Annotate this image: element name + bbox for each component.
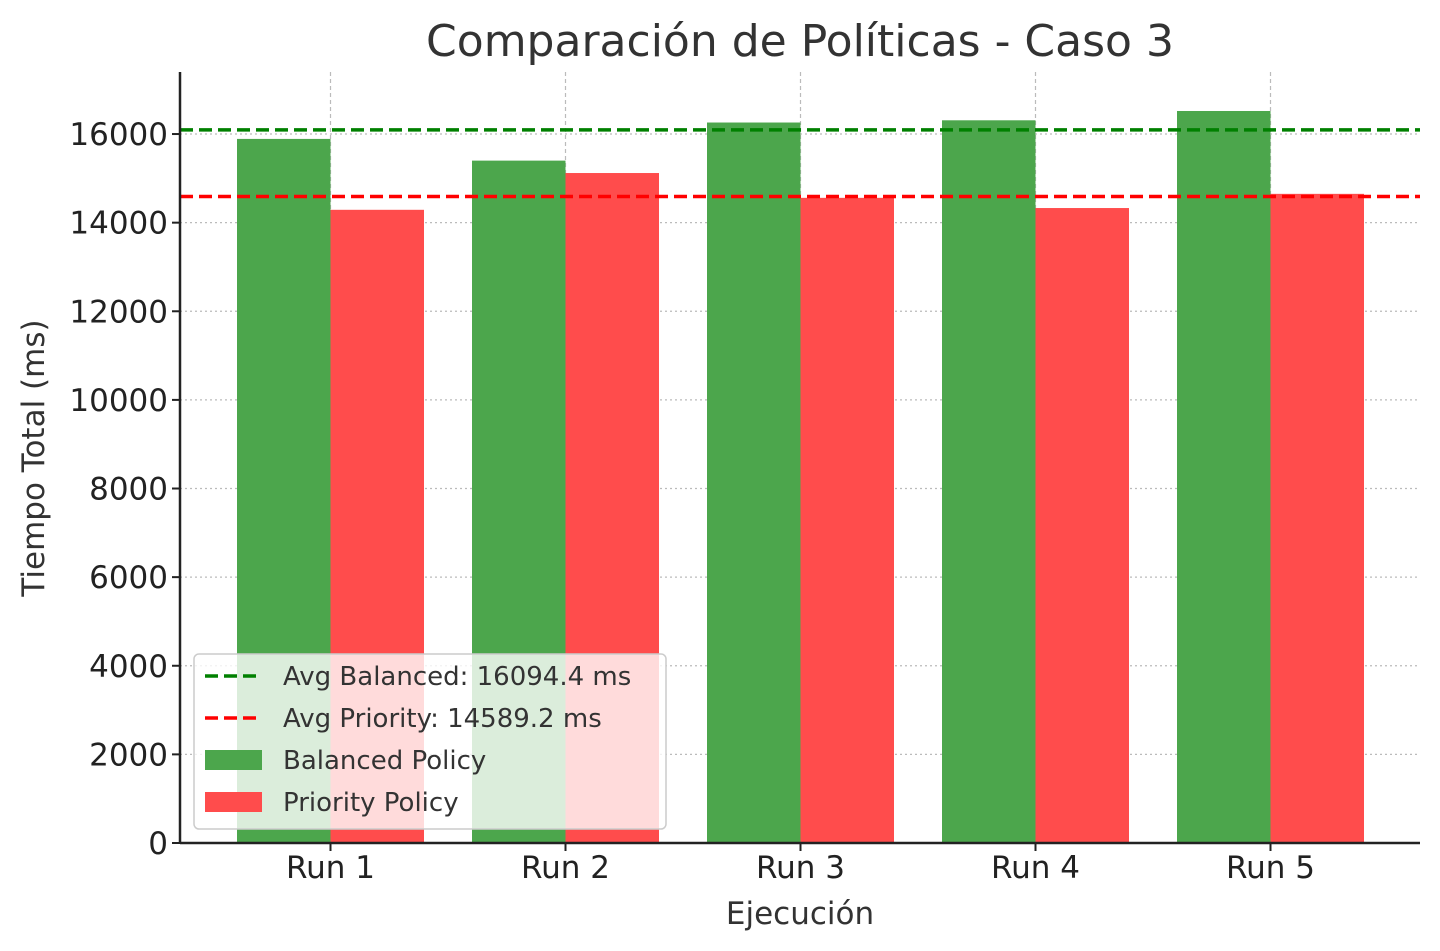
x-ticks: Run 1 Run 2 Run 3 Run 4 Run 5	[286, 843, 1315, 886]
x-tick-label: Run 3	[756, 850, 845, 886]
y-tick-label: 16000	[69, 117, 168, 153]
bar	[1035, 208, 1129, 843]
y-tick-label: 14000	[69, 206, 168, 242]
legend-box	[193, 653, 667, 830]
x-tick-label: Run 1	[286, 850, 375, 886]
y-axis-label: Tiempo Total (ms)	[16, 319, 52, 597]
x-tick-label: Run 4	[991, 850, 1080, 886]
reference-lines	[180, 128, 1420, 199]
legend-label: Avg Balanced: 16094.4 ms	[283, 662, 631, 692]
y-tick-label: 0	[148, 826, 168, 862]
bar	[942, 120, 1036, 843]
bar	[1270, 193, 1364, 843]
bar	[800, 197, 894, 844]
bar	[1177, 110, 1271, 843]
legend-patch-swatch	[205, 792, 262, 812]
y-ticks: 0 2000 4000 6000 8000 10000 12000 14000 16000	[69, 117, 180, 862]
bar	[707, 122, 801, 843]
chart-title: Comparación de Políticas - Caso 3	[426, 16, 1174, 67]
y-tick-label: 10000	[69, 383, 168, 419]
legend-patch-swatch	[205, 750, 262, 770]
x-tick-label: Run 2	[521, 850, 610, 886]
y-tick-label: 8000	[89, 472, 168, 508]
y-tick-label: 4000	[89, 649, 168, 685]
y-tick-label: 6000	[89, 560, 168, 596]
x-tick-label: Run 5	[1226, 850, 1315, 886]
legend-label: Balanced Policy	[283, 746, 486, 776]
y-tick-label: 2000	[89, 737, 168, 773]
legend: Avg Balanced: 16094.4 ms Avg Priority: 14…	[193, 653, 667, 830]
legend-label: Priority Policy	[283, 788, 459, 818]
y-tick-label: 12000	[69, 294, 168, 330]
legend-label: Avg Priority: 14589.2 ms	[283, 704, 602, 734]
x-axis-label: Ejecución	[726, 896, 874, 932]
